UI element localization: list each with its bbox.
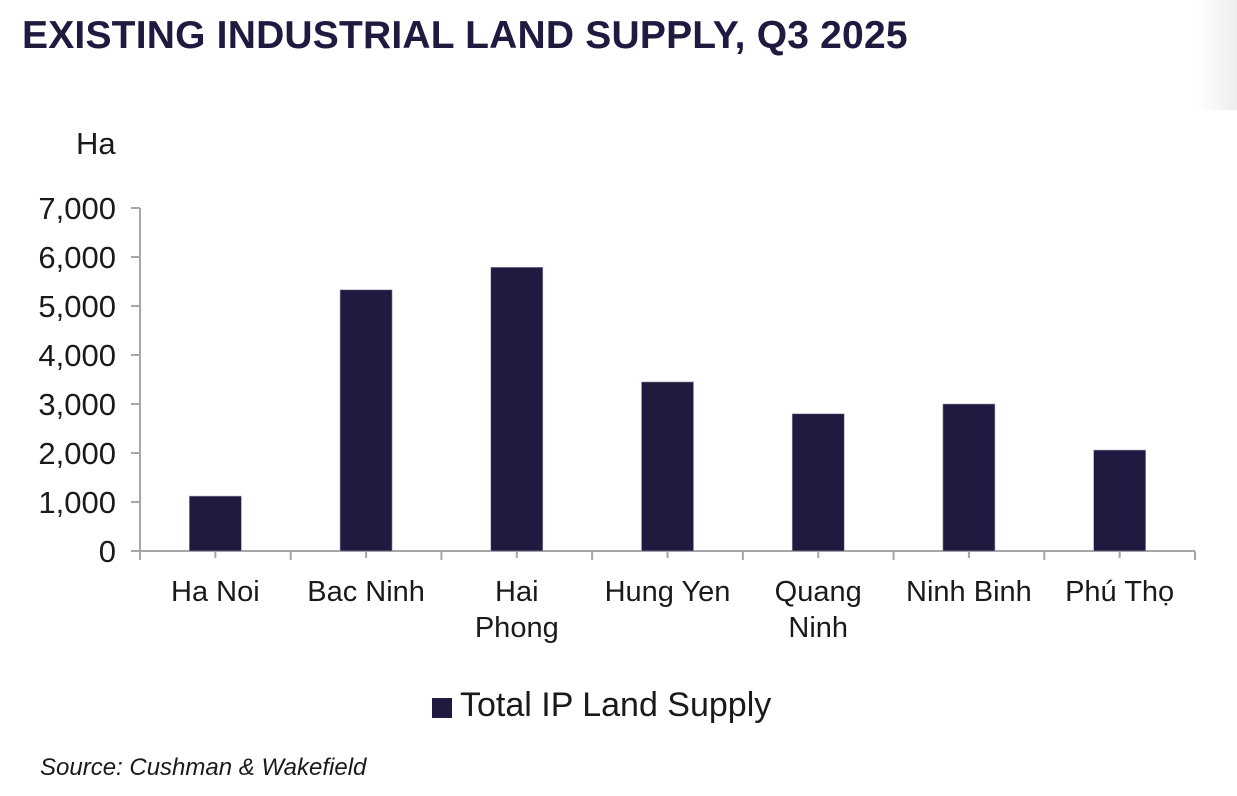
- x-tick-label: Quang Ninh: [775, 576, 862, 644]
- bar: [490, 266, 544, 552]
- bar: [641, 381, 694, 552]
- y-tick-label: 3,000: [38, 387, 116, 422]
- y-tick-label: 7,000: [38, 191, 116, 226]
- x-tick-label: Bac Ninh: [307, 576, 425, 608]
- bar: [339, 289, 393, 552]
- y-tick-label: 6,000: [38, 240, 116, 275]
- bar: [1093, 449, 1146, 552]
- x-tick-label: Hai Phong: [475, 576, 559, 644]
- y-tick-label: 1,000: [38, 485, 116, 520]
- chart-title: EXISTING INDUSTRIAL LAND SUPPLY, Q3 2025: [22, 14, 908, 57]
- bar: [942, 403, 996, 552]
- bar-chart: 0 1,000 2,000 3,000 4,000 5,000 6,000 7,000 Ha N…: [38, 191, 1196, 644]
- x-tick-label: Ha Noi: [171, 576, 260, 608]
- x-tick-label: Phú Thọ: [1065, 576, 1174, 608]
- legend-swatch: [432, 697, 452, 718]
- legend: Total IP Land Supply: [432, 686, 771, 725]
- legend-label: Total IP Land Supply: [460, 686, 772, 724]
- source-note: Source: Cushman & Wakefield: [40, 754, 367, 781]
- page-edge-shadow: [1197, 0, 1237, 110]
- y-tick-label: 2,000: [38, 436, 116, 471]
- bar: [189, 495, 242, 552]
- x-tick-label: Ninh Binh: [906, 576, 1032, 608]
- y-tick-label: 4,000: [38, 338, 116, 373]
- x-tick-label: Hung Yen: [605, 576, 731, 608]
- bar: [791, 413, 845, 552]
- y-axis-unit-label: Ha: [76, 126, 116, 161]
- y-tick-label: 0: [99, 534, 116, 569]
- y-tick-label: 5,000: [38, 289, 116, 324]
